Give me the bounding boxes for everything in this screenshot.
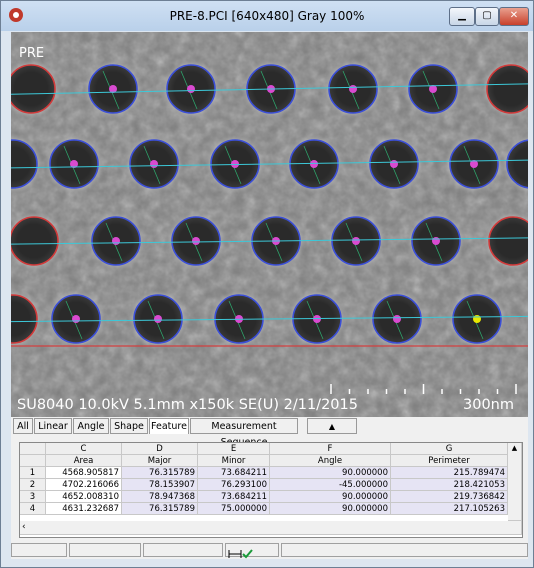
window-title: PRE-8.PCI [640x480] Gray 100% [169, 9, 365, 23]
scale-label: 300nm [463, 397, 514, 413]
row-line [11, 159, 528, 169]
measure-icon [228, 549, 253, 559]
centroid [231, 160, 239, 168]
table-cell: 4702.216066 [46, 479, 122, 491]
row-number: 3 [20, 491, 46, 503]
maximize-button[interactable]: ▢ [475, 7, 499, 26]
row-number: 4 [20, 503, 46, 515]
table-cell: 73.684211 [198, 467, 270, 479]
sem-image: PRE SU8040 10.0kV 5.1mm x150k SE(U) 2/11… [11, 32, 528, 417]
table-cell: 4652.008310 [46, 491, 122, 503]
status-cell [11, 543, 67, 557]
column-letter: G [391, 443, 508, 455]
centroid [109, 85, 117, 93]
centroid [432, 237, 440, 245]
table-cell: -45.000000 [270, 479, 391, 491]
centroid [390, 160, 398, 168]
column-letter: D [122, 443, 198, 455]
table-cell: 215.789474 [391, 467, 508, 479]
centroid [154, 315, 162, 323]
minimize-button[interactable]: ▁ [449, 7, 475, 26]
column-letter: F [270, 443, 391, 455]
centroid [112, 237, 120, 245]
table-cell: 218.421053 [391, 479, 508, 491]
centroid [192, 237, 200, 245]
centroid [473, 315, 481, 323]
v-scrollbar[interactable]: ▲ [508, 443, 522, 521]
centroid [429, 85, 437, 93]
table-cell: 4631.232687 [46, 503, 122, 515]
corner-cell [20, 455, 46, 467]
tab[interactable]: Measurement Sequence [190, 418, 298, 448]
centroid [393, 315, 401, 323]
image-label: PRE [19, 46, 44, 61]
image-info: SU8040 10.0kV 5.1mm x150k SE(U) 2/11/201… [17, 397, 358, 413]
table-cell: 219.736842 [391, 491, 508, 503]
collapse-button[interactable]: ▲ [307, 418, 357, 434]
table-cell: 4568.905817 [46, 467, 122, 479]
table-cell: 75.000000 [198, 503, 270, 515]
centroid [72, 315, 80, 323]
table-cell: 78.153907 [122, 479, 198, 491]
status-cell [69, 543, 141, 557]
hole [488, 216, 528, 266]
row-number: 1 [20, 467, 46, 479]
column-letter: E [198, 443, 270, 455]
status-cell [225, 543, 279, 559]
status-cell [143, 543, 223, 557]
centroid [70, 160, 78, 168]
centroid [310, 160, 318, 168]
title-bar: PRE-8.PCI [640x480] Gray 100% ▁ ▢ ✕ [1, 1, 533, 31]
table-cell: 76.293100 [198, 479, 270, 491]
table-cell: 90.000000 [270, 503, 391, 515]
tab[interactable]: Shape [110, 418, 148, 434]
data-grid: C Area D Major E Minor F Angle G Perimeter 1 4568.9… [19, 442, 523, 538]
hole [11, 294, 38, 344]
centroid [349, 85, 357, 93]
row-line [11, 315, 528, 323]
app-icon [9, 8, 23, 22]
centroid [187, 85, 195, 93]
hole [11, 64, 56, 114]
row-line [11, 83, 528, 95]
hole [506, 139, 528, 189]
table-cell: 78.947368 [122, 491, 198, 503]
column-letter: C [46, 443, 122, 455]
centroid [150, 160, 158, 168]
table-cell: 76.315789 [122, 503, 198, 515]
table-cell: 90.000000 [270, 491, 391, 503]
table-cell: 90.000000 [270, 467, 391, 479]
tab[interactable]: Angle [73, 418, 109, 434]
row-line [11, 237, 528, 245]
hole [486, 64, 528, 114]
hole [11, 139, 38, 189]
column-header: Minor [198, 455, 270, 467]
status-bar [11, 542, 528, 559]
table-cell: 76.315789 [122, 467, 198, 479]
corner-cell [20, 443, 46, 455]
column-header: Perimeter [391, 455, 508, 467]
close-button[interactable]: ✕ [499, 7, 529, 26]
table-cell: 73.684211 [198, 491, 270, 503]
tab[interactable]: Feature [149, 418, 189, 434]
row-number: 2 [20, 479, 46, 491]
h-scrollbar[interactable]: ‹ [20, 521, 522, 535]
centroid [352, 237, 360, 245]
table-cell: 217.105263 [391, 503, 508, 515]
hole [11, 216, 59, 266]
column-header: Angle [270, 455, 391, 467]
column-header: Area [46, 455, 122, 467]
tab[interactable]: All [13, 418, 33, 434]
tab[interactable]: Linear [34, 418, 72, 434]
centroid [470, 160, 478, 168]
status-cell [281, 543, 528, 557]
column-header: Major [122, 455, 198, 467]
